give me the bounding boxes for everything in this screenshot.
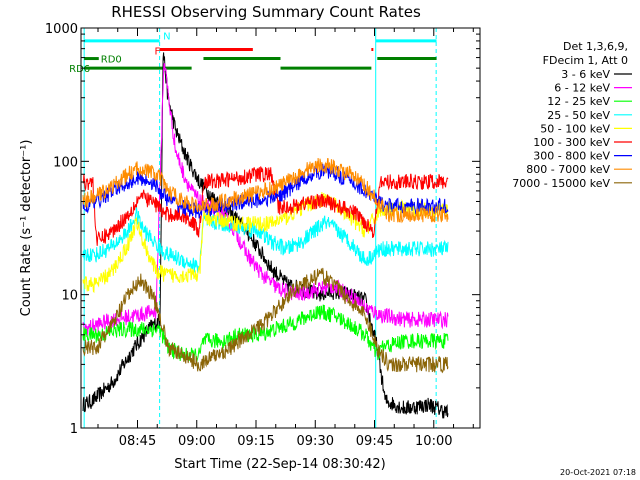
flag-label-rd6: RD6 <box>69 64 90 75</box>
axes: 08:45 09:00 09:15 09:30 09:45 10:00 1 10 100 1000 <box>45 22 481 449</box>
legend-label: 100 - 300 keV <box>533 136 610 149</box>
legend-label: 3 - 6 keV <box>561 68 610 81</box>
flag-label-n: N <box>163 31 170 42</box>
x-tick-label: 08:45 <box>119 434 156 449</box>
x-tick-label: 09:15 <box>237 434 274 449</box>
flag-label-rd0: RD0 <box>101 55 122 66</box>
legend-label: 7000 - 15000 keV <box>512 177 610 190</box>
chart-title: RHESSI Observing Summary Count Rates <box>111 3 421 21</box>
legend-label: 25 - 50 keV <box>547 109 610 122</box>
series-line-0 <box>82 52 449 419</box>
plot-frame <box>80 27 481 429</box>
legend-header: FDecim 1, Att 0 <box>543 54 628 67</box>
flag-label-f: F <box>154 46 160 57</box>
x-tick-label: 10:00 <box>415 434 452 449</box>
x-axis-label: Start Time (22-Sep-14 08:30:42) <box>174 457 385 472</box>
series-line-2 <box>82 304 449 364</box>
series-line-5 <box>82 166 449 246</box>
series-line-8 <box>82 267 449 374</box>
instrument-flags: NF RD0 RD6 <box>69 28 437 428</box>
legend-label: 300 - 800 keV <box>533 150 610 163</box>
series-line-7 <box>82 157 449 224</box>
series-line-3 <box>82 207 449 274</box>
x-tick-label: 09:30 <box>297 434 334 449</box>
series-line-1 <box>82 63 449 336</box>
y-tick-label: 10 <box>61 289 78 304</box>
footer-timestamp: 20-Oct-2021 07:18 <box>560 468 636 477</box>
legend-header: Det 1,3,6,9, <box>563 40 628 53</box>
y-tick-label: 100 <box>53 155 78 170</box>
legend-label: 6 - 12 keV <box>554 82 610 95</box>
legend-label: 50 - 100 keV <box>540 122 610 135</box>
y-tick-label: 1000 <box>45 22 78 37</box>
y-axis-label: Count Rate (s⁻¹ detector⁻¹) <box>19 140 34 317</box>
series-line-6 <box>82 163 449 219</box>
x-tick-label: 09:45 <box>356 434 393 449</box>
series-layer <box>82 52 449 419</box>
y-tick-label: 1 <box>70 422 78 437</box>
legend-label: 800 - 7000 keV <box>526 163 610 176</box>
x-tick-label: 09:00 <box>178 434 215 449</box>
legend-label: 12 - 25 keV <box>547 95 610 108</box>
